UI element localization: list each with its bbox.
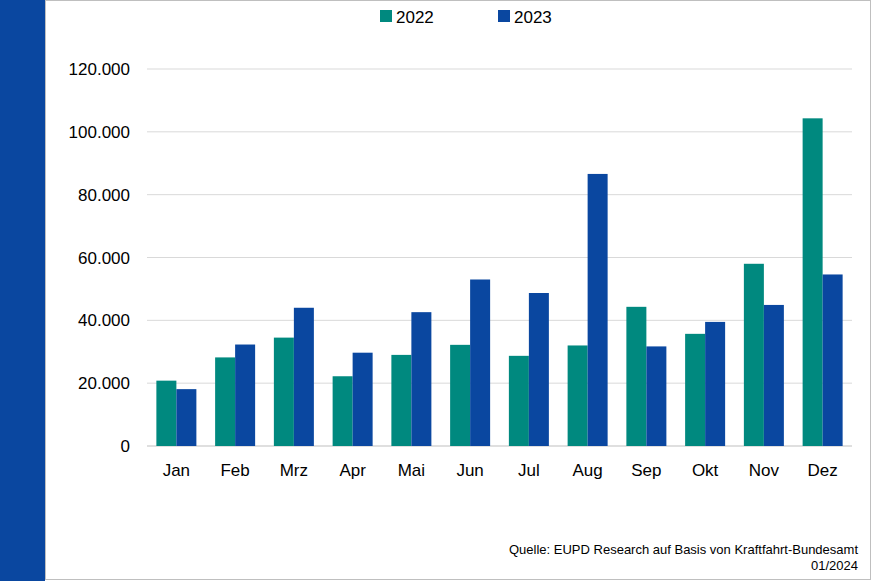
- x-tick-label: Mrz: [280, 461, 308, 480]
- y-axis-line: [147, 69, 148, 446]
- x-tick-label: Nov: [749, 461, 780, 480]
- grid-line: [147, 194, 852, 195]
- grid-line: [147, 69, 852, 70]
- bar: [803, 118, 823, 446]
- bar: [391, 355, 411, 446]
- bar: [156, 381, 176, 446]
- y-tick-label: 0: [121, 437, 130, 456]
- bar: [626, 307, 646, 446]
- y-tick-label: 80.000: [78, 186, 130, 205]
- x-tick-label: Aug: [573, 461, 603, 480]
- bar: [353, 353, 373, 446]
- frame: [46, 1, 871, 580]
- y-tick-label: 40.000: [78, 311, 130, 330]
- bar: [744, 264, 764, 446]
- x-tick-label: Jan: [163, 461, 190, 480]
- bar: [823, 274, 843, 446]
- x-tick-label: Jun: [456, 461, 483, 480]
- bar: [685, 334, 705, 446]
- grid-line: [147, 131, 852, 132]
- x-tick-label: Apr: [339, 461, 366, 480]
- bars: [156, 118, 842, 446]
- legend-swatch: [380, 10, 392, 22]
- bar: [509, 356, 529, 446]
- legend-label: 2023: [514, 8, 552, 27]
- x-tick-label: Dez: [808, 461, 838, 480]
- y-tick-label: 100.000: [69, 123, 130, 142]
- x-tick-label: Sep: [631, 461, 661, 480]
- bar: [646, 346, 666, 446]
- y-tick-label: 60.000: [78, 249, 130, 268]
- y-tick-label: 120.000: [69, 60, 130, 79]
- side-strip: [0, 0, 45, 581]
- grid-line: [147, 257, 852, 258]
- x-tick-label: Feb: [220, 461, 249, 480]
- source-note: 01/2024: [811, 558, 858, 573]
- x-tick-label: Okt: [692, 461, 719, 480]
- legend-label: 2022: [396, 8, 434, 27]
- x-tick-label: Jul: [518, 461, 540, 480]
- bar: [333, 376, 353, 446]
- bar: [568, 345, 588, 446]
- x-tick-label: Mai: [398, 461, 425, 480]
- y-tick-label: 20.000: [78, 374, 130, 393]
- background: [0, 0, 872, 581]
- bar: [529, 293, 549, 446]
- bar: [764, 305, 784, 446]
- bar: [215, 357, 235, 446]
- bar: [470, 279, 490, 446]
- bar: [235, 345, 255, 446]
- bar: [705, 322, 725, 446]
- chart: 0 20.000 40.000 60.000 80.000 100.000 120.000 J…: [0, 0, 872, 581]
- source-note: Quelle: EUPD Research auf Basis von Kraf…: [509, 542, 858, 557]
- bar: [588, 174, 608, 446]
- bar: [411, 312, 431, 446]
- bar: [176, 389, 196, 446]
- legend-swatch: [498, 10, 510, 22]
- bar: [450, 345, 470, 446]
- bar: [294, 308, 314, 446]
- bar: [274, 338, 294, 446]
